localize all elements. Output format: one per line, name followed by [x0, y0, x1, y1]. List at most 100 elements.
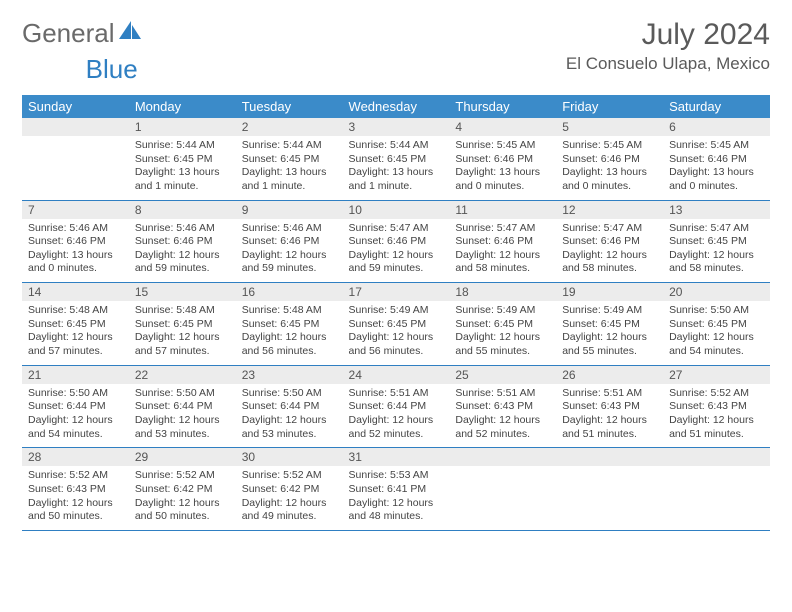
calendar-table: SundayMondayTuesdayWednesdayThursdayFrid…: [22, 95, 770, 531]
day-number: 30: [236, 448, 343, 466]
day-number: 1: [129, 118, 236, 136]
daylight-line: Daylight: 12 hours and 58 minutes.: [669, 249, 764, 276]
calendar-day-cell: 2Sunrise: 5:44 AMSunset: 6:45 PMDaylight…: [236, 118, 343, 200]
calendar-day-cell: 16Sunrise: 5:48 AMSunset: 6:45 PMDayligh…: [236, 283, 343, 366]
calendar-week-row: 7Sunrise: 5:46 AMSunset: 6:46 PMDaylight…: [22, 200, 770, 283]
daylight-line: Daylight: 12 hours and 53 minutes.: [135, 414, 230, 441]
day-number: 12: [556, 201, 663, 219]
sunrise-line: Sunrise: 5:47 AM: [349, 222, 444, 236]
sunset-line: Sunset: 6:44 PM: [349, 400, 444, 414]
calendar-day-cell: 15 Sunrise: 5:48 AMSunset: 6:45 PMDayligh…: [129, 283, 236, 366]
sunrise-line: Sunrise: 5:51 AM: [349, 387, 444, 401]
day-details: Sunrise: 5:49 AMSunset: 6:45 PMDaylight:…: [343, 301, 450, 365]
calendar-week-row: 1Sunrise: 5:44 AMSunset: 6:45 PMDaylight…: [22, 118, 770, 200]
calendar-day-cell: [663, 448, 770, 531]
daylight-line: Daylight: 13 hours and 1 minute.: [135, 166, 230, 193]
daylight-line: Daylight: 12 hours and 59 minutes.: [349, 249, 444, 276]
day-details: Sunrise: 5:51 AMSunset: 6:44 PMDaylight:…: [343, 384, 450, 448]
day-details: Sunrise: 5:47 AMSunset: 6:46 PMDaylight:…: [556, 219, 663, 283]
sunrise-line: Sunrise: 5:51 AM: [562, 387, 657, 401]
day-details: Sunrise: 5:45 AMSunset: 6:46 PMDaylight:…: [556, 136, 663, 200]
calendar-day-cell: 14Sunrise: 5:48 AMSunset: 6:45 PMDayligh…: [22, 283, 129, 366]
daylight-line: Daylight: 13 hours and 1 minute.: [242, 166, 337, 193]
sunrise-line: Sunrise: 5:49 AM: [562, 304, 657, 318]
daylight-line: Daylight: 12 hours and 55 minutes.: [562, 331, 657, 358]
calendar-day-cell: 27Sunrise: 5:52 AMSunset: 6:43 PMDayligh…: [663, 365, 770, 448]
sunset-line: Sunset: 6:43 PM: [28, 483, 123, 497]
location-subtitle: El Consuelo Ulapa, Mexico: [566, 54, 770, 74]
sunset-line: Sunset: 6:44 PM: [135, 400, 230, 414]
sunset-line: Sunset: 6:45 PM: [135, 153, 230, 167]
sunset-line: Sunset: 6:46 PM: [455, 153, 550, 167]
day-number: 3: [343, 118, 450, 136]
day-details: Sunrise: 5:46 AMSunset: 6:46 PMDaylight:…: [236, 219, 343, 283]
day-details: Sunrise: 5:47 AMSunset: 6:46 PMDaylight:…: [449, 219, 556, 283]
day-details: Sunrise: 5:53 AMSunset: 6:41 PMDaylight:…: [343, 466, 450, 530]
day-details: Sunrise: 5:50 AMSunset: 6:44 PMDaylight:…: [22, 384, 129, 448]
day-details: [556, 466, 663, 524]
sunset-line: Sunset: 6:44 PM: [28, 400, 123, 414]
day-number: 25: [449, 366, 556, 384]
day-number: 26: [556, 366, 663, 384]
day-details: Sunrise: 5:47 AMSunset: 6:45 PMDaylight:…: [663, 219, 770, 283]
sunset-line: Sunset: 6:45 PM: [242, 153, 337, 167]
sunset-line: Sunset: 6:46 PM: [28, 235, 123, 249]
sunrise-line: Sunrise: 5:47 AM: [669, 222, 764, 236]
sunset-line: Sunset: 6:45 PM: [135, 318, 230, 332]
day-number: 24: [343, 366, 450, 384]
daylight-line: Daylight: 12 hours and 54 minutes.: [669, 331, 764, 358]
sunrise-line: Sunrise: 5:50 AM: [28, 387, 123, 401]
calendar-day-cell: 22Sunrise: 5:50 AMSunset: 6:44 PMDayligh…: [129, 365, 236, 448]
daylight-line: Daylight: 12 hours and 58 minutes.: [562, 249, 657, 276]
page-title: July 2024: [566, 18, 770, 52]
day-details: Sunrise: 5:50 AMSunset: 6:44 PMDaylight:…: [129, 384, 236, 448]
calendar-header-cell: Thursday: [449, 95, 556, 118]
sunrise-line: Sunrise: 5:49 AM: [349, 304, 444, 318]
daylight-line: Daylight: 12 hours and 57 minutes.: [28, 331, 123, 358]
sunrise-line: Sunrise: 5:46 AM: [28, 222, 123, 236]
daylight-line: Daylight: 13 hours and 0 minutes.: [562, 166, 657, 193]
calendar-header-cell: Tuesday: [236, 95, 343, 118]
day-details: Sunrise: 5:44 AMSunset: 6:45 PMDaylight:…: [129, 136, 236, 200]
day-details: [449, 466, 556, 524]
sunset-line: Sunset: 6:45 PM: [669, 318, 764, 332]
day-details: Sunrise: 5:52 AMSunset: 6:43 PMDaylight:…: [22, 466, 129, 530]
daylight-line: Daylight: 12 hours and 51 minutes.: [562, 414, 657, 441]
calendar-week-row: 21Sunrise: 5:50 AMSunset: 6:44 PMDayligh…: [22, 365, 770, 448]
day-number: 17: [343, 283, 450, 301]
logo: General: [22, 18, 143, 49]
sunset-line: Sunset: 6:43 PM: [455, 400, 550, 414]
calendar-day-cell: 5Sunrise: 5:45 AMSunset: 6:46 PMDaylight…: [556, 118, 663, 200]
sunset-line: Sunset: 6:45 PM: [349, 318, 444, 332]
daylight-line: Daylight: 12 hours and 52 minutes.: [455, 414, 550, 441]
day-number: 28: [22, 448, 129, 466]
calendar-day-cell: 6Sunrise: 5:45 AMSunset: 6:46 PMDaylight…: [663, 118, 770, 200]
logo-text-blue: Blue: [86, 54, 138, 85]
sunrise-line: Sunrise: 5:52 AM: [669, 387, 764, 401]
sunset-line: Sunset: 6:45 PM: [455, 318, 550, 332]
daylight-line: Daylight: 12 hours and 57 minutes.: [135, 331, 230, 358]
day-details: Sunrise: 5:48 AMSunset: 6:45 PMDaylight:…: [22, 301, 129, 365]
day-details: Sunrise: 5:50 AMSunset: 6:44 PMDaylight:…: [236, 384, 343, 448]
daylight-line: Daylight: 12 hours and 56 minutes.: [349, 331, 444, 358]
sunrise-line: Sunrise: 5:48 AM: [135, 304, 230, 318]
sunrise-line: Sunrise: 5:47 AM: [455, 222, 550, 236]
day-details: Sunrise: 5:51 AMSunset: 6:43 PMDaylight:…: [556, 384, 663, 448]
sunset-line: Sunset: 6:45 PM: [669, 235, 764, 249]
sunrise-line: Sunrise: 5:52 AM: [135, 469, 230, 483]
calendar-day-cell: 4Sunrise: 5:45 AMSunset: 6:46 PMDaylight…: [449, 118, 556, 200]
day-number: 27: [663, 366, 770, 384]
day-number: [22, 118, 129, 136]
daylight-line: Daylight: 12 hours and 49 minutes.: [242, 497, 337, 524]
sunrise-line: Sunrise: 5:51 AM: [455, 387, 550, 401]
day-details: Sunrise: 5:46 AMSunset: 6:46 PMDaylight:…: [22, 219, 129, 283]
sunrise-line: Sunrise: 5:46 AM: [135, 222, 230, 236]
day-number: 15: [129, 283, 236, 301]
sunset-line: Sunset: 6:46 PM: [455, 235, 550, 249]
sunrise-line: Sunrise: 5:52 AM: [28, 469, 123, 483]
calendar-day-cell: 3Sunrise: 5:44 AMSunset: 6:45 PMDaylight…: [343, 118, 450, 200]
calendar-day-cell: 29Sunrise: 5:52 AMSunset: 6:42 PMDayligh…: [129, 448, 236, 531]
day-number: 9: [236, 201, 343, 219]
sunset-line: Sunset: 6:45 PM: [28, 318, 123, 332]
daylight-line: Daylight: 12 hours and 59 minutes.: [135, 249, 230, 276]
